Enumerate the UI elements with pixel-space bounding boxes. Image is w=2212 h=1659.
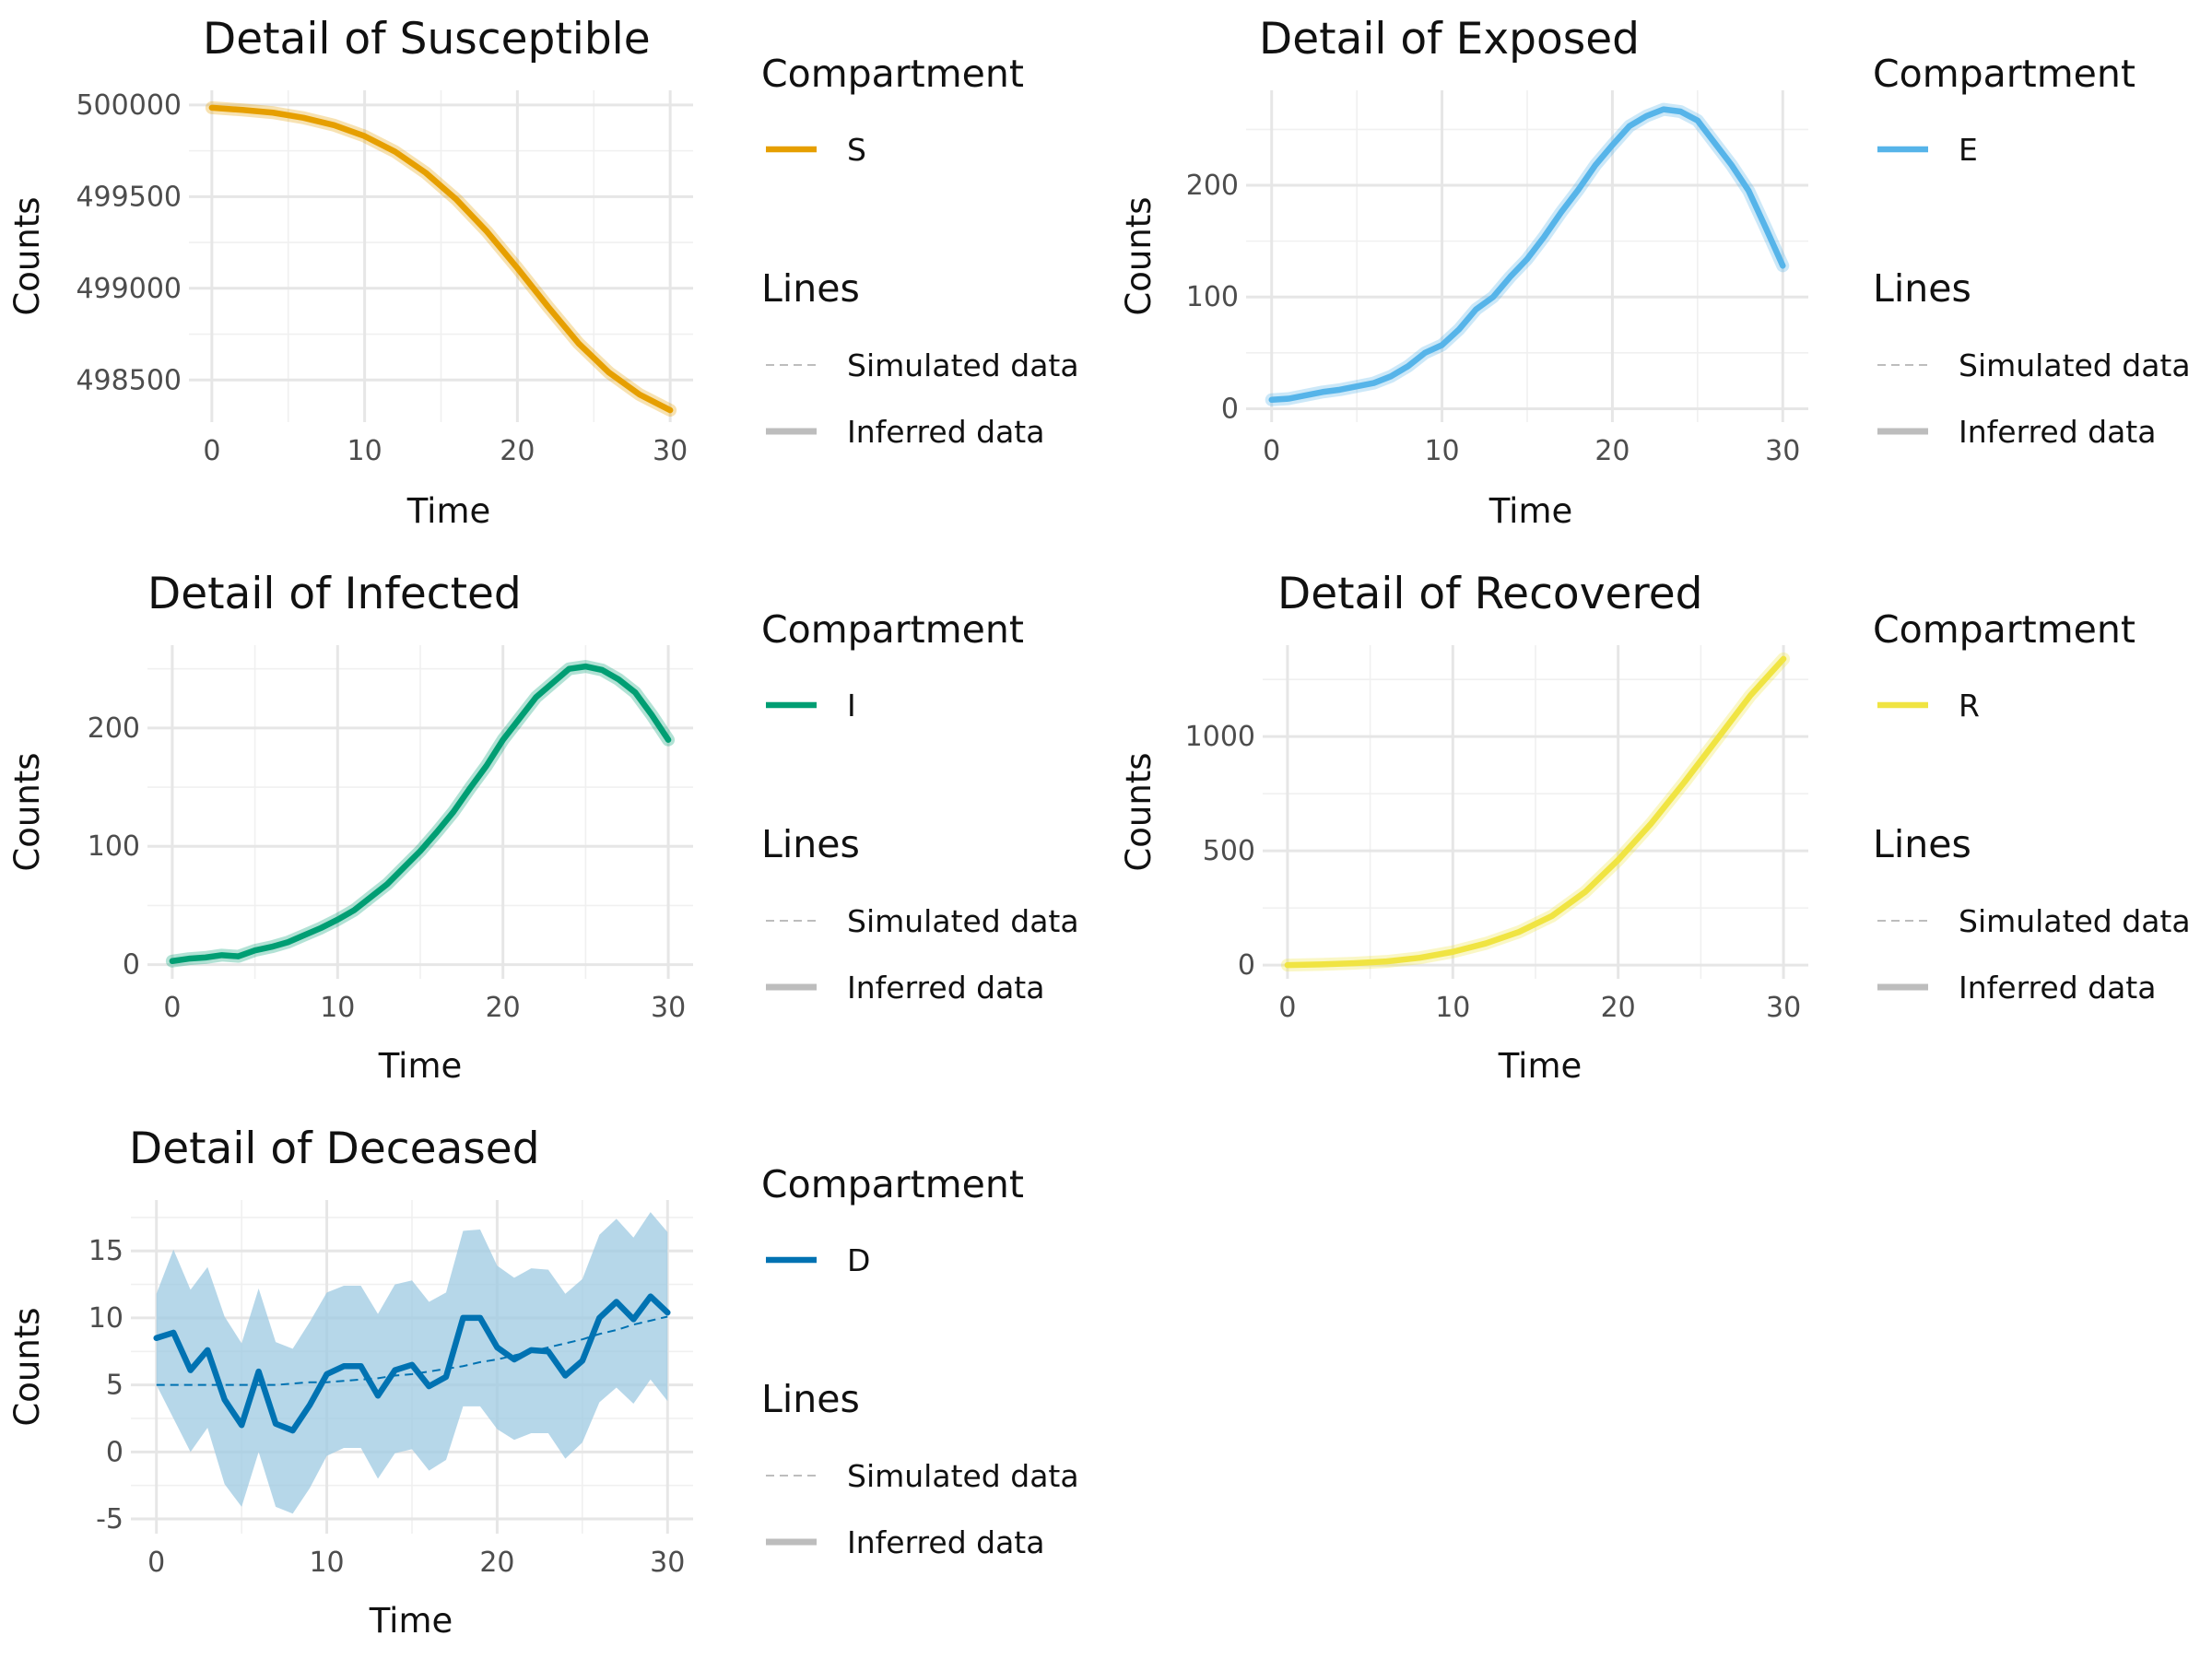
- x-axis-title: Time: [406, 491, 491, 531]
- inferred-line: [1268, 106, 1786, 404]
- legend-compartment-label: D: [847, 1242, 870, 1278]
- legend-lines-title: Lines: [761, 266, 860, 311]
- x-tick-label: 10: [320, 992, 355, 1024]
- y-tick-label: 0: [1221, 393, 1239, 425]
- x-tick-label: 20: [486, 992, 521, 1024]
- panel-title: Detail of Recovered: [1277, 569, 1702, 619]
- x-tick-label: 30: [653, 435, 688, 467]
- y-tick-label: 499000: [76, 273, 182, 305]
- legend-r: Compartment R Lines Simulated data Inferred …: [1873, 607, 2191, 1006]
- legend-compartment-label: R: [1959, 688, 1980, 724]
- legend-lines-title: Lines: [1873, 266, 1971, 311]
- simulated-line: [156, 1315, 668, 1386]
- x-axis-title: Time: [369, 1601, 453, 1641]
- y-tick-label: -5: [96, 1503, 124, 1535]
- x-tick-label: 0: [1263, 435, 1280, 467]
- legend-s: Compartment S Lines Simulated data Inferred …: [761, 52, 1079, 450]
- y-tick-label: 498500: [76, 364, 182, 396]
- legend-simulated-label: Simulated data: [847, 1458, 1079, 1494]
- legend-inferred-label: Inferred data: [1959, 970, 2156, 1006]
- y-axis-title: Counts: [7, 196, 47, 315]
- panel-title: Detail of Deceased: [129, 1124, 540, 1174]
- panel-s: 0 10 20 30 498500 499000 499500 500000 Detail of…: [7, 14, 1079, 531]
- x-tick-label: 20: [500, 435, 535, 467]
- legend-simulated-label: Simulated data: [1959, 347, 2191, 383]
- y-tick-label: 10: [88, 1302, 124, 1335]
- y-tick-label: 0: [106, 1436, 124, 1468]
- legend-compartment-label: S: [847, 132, 866, 168]
- legend-inferred-label: Inferred data: [847, 414, 1044, 450]
- y-tick-label: 500: [1203, 835, 1255, 867]
- legend-compartment-label: I: [847, 688, 856, 724]
- x-tick-label: 30: [650, 1547, 685, 1579]
- x-tick-label: 10: [1424, 435, 1459, 467]
- legend-d: Compartment D Lines Simulated data Inferred …: [761, 1162, 1079, 1560]
- x-axis-title: Time: [1488, 491, 1573, 531]
- panel-r: 0 10 20 30 0 500 1000 Detail of Recovered Time Co…: [1119, 569, 2191, 1086]
- x-tick-label: 0: [1278, 992, 1296, 1024]
- x-tick-label: 0: [147, 1547, 165, 1579]
- legend-compartment-title: Compartment: [1873, 52, 2136, 96]
- y-tick-label: 1000: [1185, 721, 1255, 753]
- legend-compartment-title: Compartment: [761, 52, 1024, 96]
- legend-simulated-label: Simulated data: [1959, 903, 2191, 939]
- legend-compartment-title: Compartment: [1873, 607, 2136, 652]
- legend-lines-title: Lines: [1873, 822, 1971, 866]
- x-tick-label: 30: [1766, 992, 1801, 1024]
- x-tick-label: 20: [1601, 992, 1636, 1024]
- y-tick-label: 200: [1186, 170, 1239, 202]
- y-tick-label: 499500: [76, 181, 182, 213]
- y-axis-title: Counts: [1119, 196, 1159, 315]
- y-tick-label: 100: [88, 830, 140, 863]
- panel-e: 0 10 20 30 0 100 200 Detail of Exposed Time Count…: [1119, 14, 2191, 531]
- legend-lines-title: Lines: [761, 1377, 860, 1421]
- y-axis-title: Counts: [7, 1307, 47, 1426]
- legend-compartment-label: E: [1959, 132, 1978, 168]
- x-tick-label: 30: [1765, 435, 1800, 467]
- inferred-line: [208, 104, 674, 414]
- x-tick-label: 10: [1435, 992, 1470, 1024]
- legend-compartment-title: Compartment: [761, 607, 1024, 652]
- legend-simulated-label: Simulated data: [847, 347, 1079, 383]
- x-tick-label: 0: [203, 435, 220, 467]
- y-tick-label: 0: [1238, 949, 1255, 982]
- legend-lines-title: Lines: [761, 822, 860, 866]
- y-tick-label: 15: [88, 1235, 124, 1267]
- y-tick-label: 200: [88, 712, 140, 745]
- y-tick-label: 5: [106, 1370, 124, 1402]
- y-axis-title: Counts: [1119, 752, 1159, 871]
- legend-e: Compartment E Lines Simulated data Inferred …: [1873, 52, 2191, 450]
- panel-title: Detail of Susceptible: [203, 14, 651, 65]
- y-tick-label: 500000: [76, 89, 182, 122]
- x-tick-label: 20: [1594, 435, 1630, 467]
- x-axis-title: Time: [378, 1046, 463, 1086]
- inferred-line: [169, 663, 672, 964]
- panel-title: Detail of Exposed: [1259, 14, 1640, 65]
- legend-compartment-title: Compartment: [761, 1162, 1024, 1206]
- legend-i: Compartment I Lines Simulated data Inferred …: [761, 607, 1079, 1006]
- x-tick-label: 10: [309, 1547, 344, 1579]
- y-axis-title: Counts: [7, 752, 47, 871]
- panel-d: 0 10 20 30 -5 0 5 10 15 Detail of Deceased Time Cou…: [7, 1124, 1079, 1641]
- y-tick-label: 0: [123, 949, 140, 982]
- x-tick-label: 0: [163, 992, 181, 1024]
- panel-i: 0 10 20 30 0 100 200 Detail of Infected Time Coun…: [7, 569, 1079, 1086]
- inferred-line: [153, 1293, 671, 1434]
- legend-inferred-label: Inferred data: [847, 970, 1044, 1006]
- legend-simulated-label: Simulated data: [847, 903, 1079, 939]
- legend-inferred-label: Inferred data: [1959, 414, 2156, 450]
- x-tick-label: 20: [479, 1547, 514, 1579]
- legend-inferred-label: Inferred data: [847, 1524, 1044, 1560]
- inferred-line: [1284, 655, 1787, 969]
- x-axis-title: Time: [1498, 1046, 1583, 1086]
- panel-title: Detail of Infected: [147, 569, 522, 619]
- y-tick-label: 100: [1186, 281, 1239, 313]
- x-tick-label: 10: [347, 435, 382, 467]
- x-tick-label: 30: [651, 992, 686, 1024]
